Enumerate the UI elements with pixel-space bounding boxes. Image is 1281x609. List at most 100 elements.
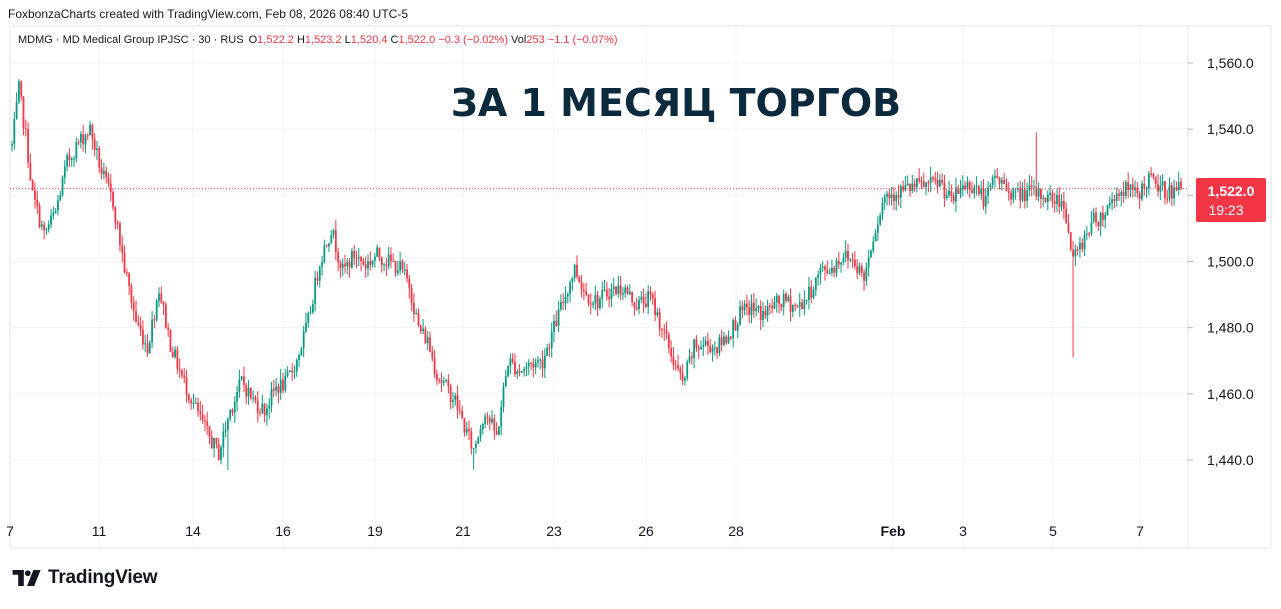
candle-body bbox=[798, 302, 801, 307]
candle-body bbox=[971, 189, 973, 194]
candle-body bbox=[162, 302, 165, 305]
candle-body bbox=[458, 409, 461, 411]
candle-body bbox=[977, 186, 980, 195]
candle-body bbox=[307, 313, 310, 323]
candle-body bbox=[665, 330, 668, 335]
candle-body bbox=[314, 277, 317, 305]
candle-body bbox=[679, 368, 682, 374]
candle-body bbox=[50, 215, 52, 225]
candle-body bbox=[532, 364, 535, 368]
candle-body bbox=[1000, 180, 1003, 184]
candle-body bbox=[608, 296, 611, 300]
candle-body bbox=[888, 193, 891, 198]
candle-body bbox=[661, 329, 663, 331]
candle-body bbox=[396, 270, 399, 273]
candle-body bbox=[771, 305, 774, 309]
candle-body bbox=[649, 291, 652, 295]
candle-body bbox=[277, 386, 280, 393]
candle-body bbox=[1127, 182, 1130, 190]
candle-body bbox=[748, 307, 751, 316]
candle-body bbox=[520, 370, 523, 373]
candle-body bbox=[1166, 198, 1169, 200]
candle-body bbox=[704, 340, 707, 346]
candle-body bbox=[1035, 186, 1038, 197]
symbol-legend[interactable]: MDMG · MD Medical Group IPJSC · 30 · RUS… bbox=[18, 34, 617, 46]
candle-body bbox=[709, 345, 712, 353]
candle-body bbox=[509, 358, 512, 366]
candle-body bbox=[890, 194, 893, 198]
candle-body bbox=[644, 303, 647, 308]
candle-body bbox=[463, 418, 466, 433]
candle-body bbox=[284, 375, 287, 391]
candle-body bbox=[229, 409, 232, 419]
candle-body bbox=[201, 414, 204, 421]
candle-body bbox=[511, 358, 514, 362]
candle-body bbox=[68, 155, 71, 161]
candle-body bbox=[548, 347, 551, 349]
candle-body bbox=[75, 141, 78, 159]
candle-body bbox=[158, 293, 160, 301]
candle-body bbox=[837, 260, 840, 265]
candle-body bbox=[851, 259, 854, 261]
tradingview-logo[interactable]: TradingView bbox=[12, 567, 158, 589]
candle-body bbox=[183, 375, 186, 378]
candle-body bbox=[353, 251, 356, 258]
legend-volume-label: Vol bbox=[511, 34, 527, 46]
candles bbox=[11, 79, 1182, 470]
candle-body bbox=[640, 296, 643, 300]
candle-body bbox=[107, 177, 110, 184]
candle-body bbox=[610, 288, 613, 300]
candle-body bbox=[872, 241, 875, 251]
candle-body bbox=[876, 224, 879, 233]
candle-body bbox=[249, 387, 252, 398]
candle-body bbox=[153, 319, 156, 321]
candle-body bbox=[1118, 193, 1120, 196]
candle-body bbox=[1019, 188, 1022, 201]
candle-body bbox=[346, 261, 349, 267]
candle-body bbox=[1170, 185, 1173, 199]
candle-body bbox=[192, 402, 195, 404]
candle-body bbox=[874, 232, 877, 242]
candle-body bbox=[599, 298, 601, 309]
candle-body bbox=[13, 118, 16, 145]
candle-body bbox=[578, 276, 581, 282]
candle-body bbox=[270, 388, 273, 406]
candle-body bbox=[66, 155, 69, 167]
candle-body bbox=[17, 81, 20, 103]
candle-body bbox=[38, 205, 41, 227]
candle-body bbox=[403, 269, 406, 271]
candle-body bbox=[128, 273, 131, 287]
candle-body bbox=[1136, 187, 1139, 194]
x-tick-label: 28 bbox=[728, 523, 744, 539]
candle-body bbox=[764, 311, 767, 316]
candle-body bbox=[1062, 201, 1065, 209]
legend-volume-change: −1.1 (−0.07%) bbox=[547, 34, 618, 46]
x-tick-label: 7 bbox=[6, 523, 14, 539]
candle-body bbox=[984, 195, 987, 207]
candle-body bbox=[291, 370, 294, 373]
chart-attribution: FoxbonzaCharts created with TradingView.… bbox=[8, 7, 408, 21]
candle-body bbox=[139, 324, 142, 330]
candle-body bbox=[647, 291, 650, 308]
x-tick-label: 14 bbox=[185, 523, 201, 539]
candle-body bbox=[994, 175, 996, 178]
candle-body bbox=[1088, 233, 1091, 235]
candle-body bbox=[261, 403, 264, 414]
candle-body bbox=[1122, 191, 1125, 196]
candle-body bbox=[858, 266, 861, 274]
candle-body bbox=[560, 301, 562, 310]
candle-body bbox=[339, 262, 342, 269]
candle-body bbox=[22, 96, 25, 129]
candle-body bbox=[245, 385, 248, 397]
price-badge-price: 1,522.0 bbox=[1208, 183, 1255, 199]
candle-body bbox=[828, 272, 831, 274]
candle-body bbox=[160, 293, 163, 303]
candle-body bbox=[1177, 181, 1180, 191]
candle-body bbox=[497, 426, 500, 435]
legend-symbol[interactable]: MDMG · MD Medical Group IPJSC · 30 · RUS bbox=[18, 34, 244, 46]
candle-body bbox=[272, 388, 275, 391]
candle-body bbox=[348, 261, 351, 268]
candle-body bbox=[1111, 199, 1114, 204]
candle-body bbox=[773, 302, 776, 309]
